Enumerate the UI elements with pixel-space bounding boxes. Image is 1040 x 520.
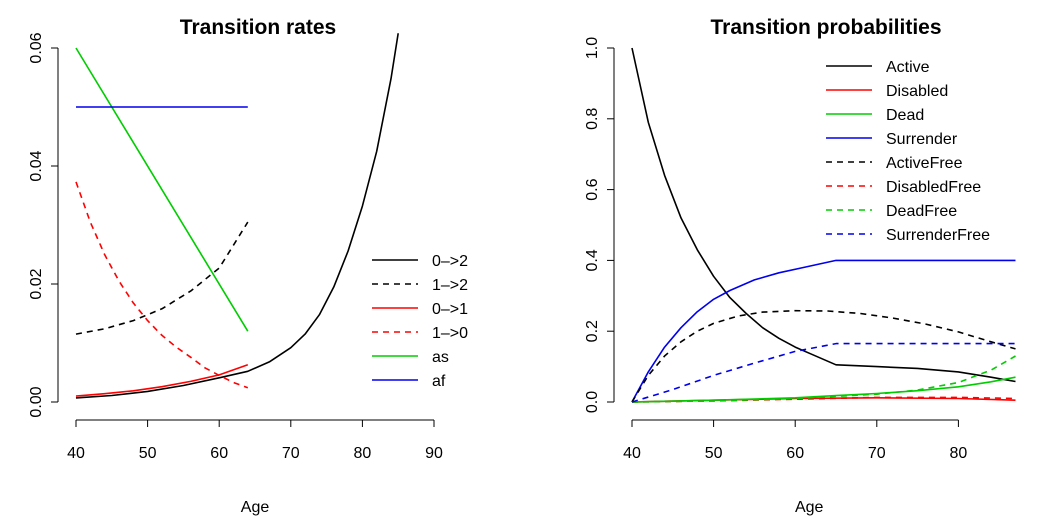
x-tick-label: 80	[354, 445, 372, 462]
y-tick-label: 0.2	[584, 320, 601, 342]
legend-label: Active	[886, 59, 930, 76]
series-line-0-1	[75, 364, 249, 397]
legend-label: 0–>2	[432, 253, 468, 270]
x-axis-label: Age	[241, 499, 270, 516]
chart-title: Transition rates	[180, 16, 336, 39]
legend-label: Dead	[886, 107, 924, 124]
legend-label: SurrenderFree	[886, 227, 990, 244]
y-tick-label: 0.00	[28, 386, 45, 417]
y-tick-label: 0.4	[584, 249, 601, 271]
x-tick-label: 60	[786, 445, 804, 462]
transition-probabilities-chart: Transition probabilities 40 50 60 70 80 Age 0.0…	[584, 16, 1016, 516]
legend-label: Disabled	[886, 83, 948, 100]
x-axis-label: Age	[795, 499, 824, 516]
series-line-deadfree	[631, 355, 1016, 403]
series-line-activefree	[631, 309, 1016, 403]
legend-label: as	[432, 349, 449, 366]
legend-label: ActiveFree	[886, 155, 963, 172]
legend-label: af	[432, 373, 446, 390]
y-tick-label: 0.0	[584, 391, 601, 413]
transition-rates-chart: Transition rates 40 50 60 70 80 90 Age 0.00 0.02 0…	[28, 16, 468, 516]
series-line-as	[75, 47, 249, 332]
x-tick-label: 60	[210, 445, 228, 462]
legend-label: Surrender	[886, 131, 958, 148]
legend: Active Disabled Dead Surrender ActiveFree Dis…	[826, 59, 990, 244]
series-line-surrenderfree	[631, 342, 1016, 403]
series-line-1-2	[75, 221, 249, 335]
x-tick-label: 70	[282, 445, 300, 462]
legend: 0–>2 1–>2 0–>1 1–>0 as af	[372, 253, 468, 390]
x-tick-label: 90	[425, 445, 443, 462]
y-tick-label: 0.06	[28, 32, 45, 63]
series-group	[75, 33, 399, 399]
y-tick-label: 1.0	[584, 37, 601, 59]
legend-label: DisabledFree	[886, 179, 981, 196]
legend-label: 0–>1	[432, 301, 468, 318]
y-tick-label: 0.8	[584, 108, 601, 130]
series-group	[631, 47, 1016, 403]
series-line-0-2	[75, 33, 399, 399]
x-tick-label: 50	[705, 445, 723, 462]
legend-label: DeadFree	[886, 203, 957, 220]
series-line-surrender	[631, 259, 1016, 403]
x-tick-label: 50	[139, 445, 157, 462]
legend-label: 1–>2	[432, 277, 468, 294]
x-tick-label: 80	[950, 445, 968, 462]
legend-label: 1–>0	[432, 325, 468, 342]
chart-title: Transition probabilities	[710, 16, 941, 39]
series-line-1-0	[75, 181, 249, 389]
y-tick-label: 0.04	[28, 150, 45, 181]
x-tick-label: 40	[623, 445, 641, 462]
y-tick-label: 0.6	[584, 178, 601, 200]
series-line-active	[631, 47, 1016, 383]
y-tick-label: 0.02	[28, 268, 45, 299]
x-tick-label: 70	[868, 445, 886, 462]
x-tick-label: 40	[67, 445, 85, 462]
